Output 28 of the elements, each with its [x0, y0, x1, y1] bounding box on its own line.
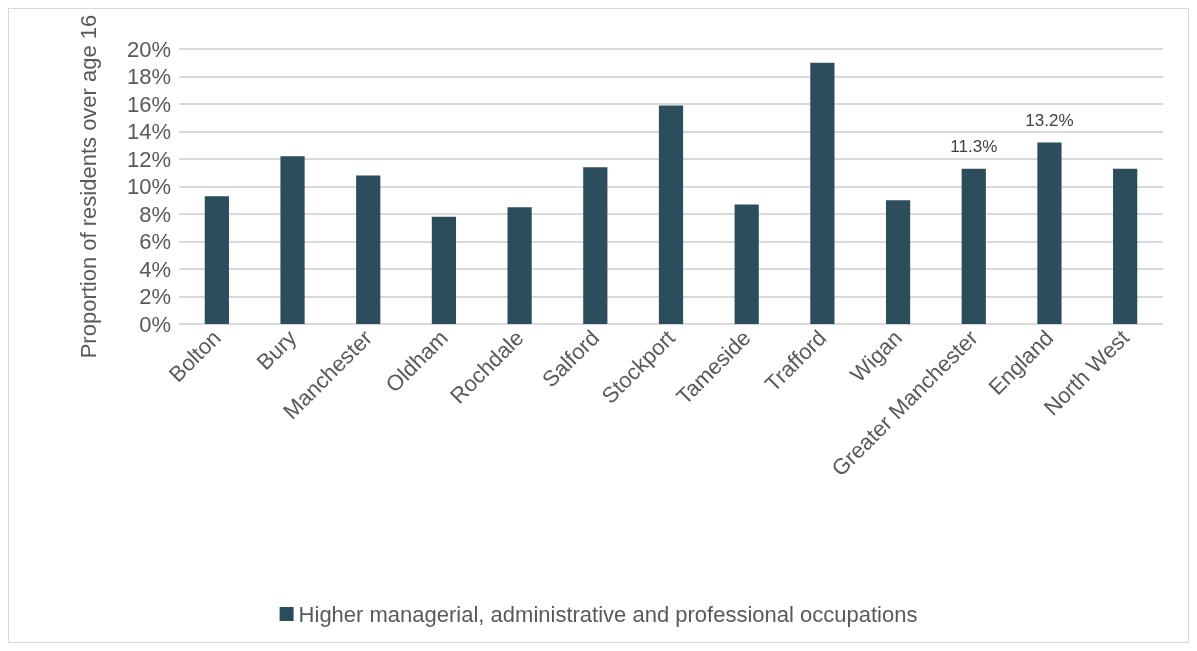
bar — [431, 216, 457, 324]
bar — [885, 200, 911, 324]
y-tick-label: 8% — [139, 201, 171, 227]
y-tick-label: 14% — [126, 119, 171, 144]
bar — [204, 196, 229, 324]
y-tick-label: 20% — [126, 36, 171, 62]
y-tick-label: 10% — [126, 174, 171, 199]
bar — [1037, 142, 1062, 324]
y-tick-label: 4% — [139, 256, 171, 282]
bar — [356, 175, 381, 324]
legend-label: Higher managerial, administrative and professional occupations — [298, 601, 918, 627]
bar — [280, 156, 305, 324]
y-tick-label: 6% — [139, 229, 171, 254]
y-tick-label: 18% — [126, 64, 171, 89]
data-label: 13.2% — [1025, 110, 1074, 130]
y-tick-label: 0% — [139, 311, 171, 337]
bar — [658, 105, 684, 324]
y-tick-label: 2% — [139, 284, 171, 309]
bar — [810, 62, 835, 324]
bar — [734, 204, 759, 324]
y-tick-label: 12% — [126, 146, 171, 172]
bar — [961, 168, 986, 324]
data-label: 11.3% — [950, 136, 998, 156]
bar — [507, 207, 532, 324]
y-tick-label: 16% — [126, 91, 171, 117]
bar — [583, 167, 608, 324]
bar — [1113, 168, 1138, 324]
y-axis-title: Proportion of residents over age 16 — [75, 14, 101, 359]
